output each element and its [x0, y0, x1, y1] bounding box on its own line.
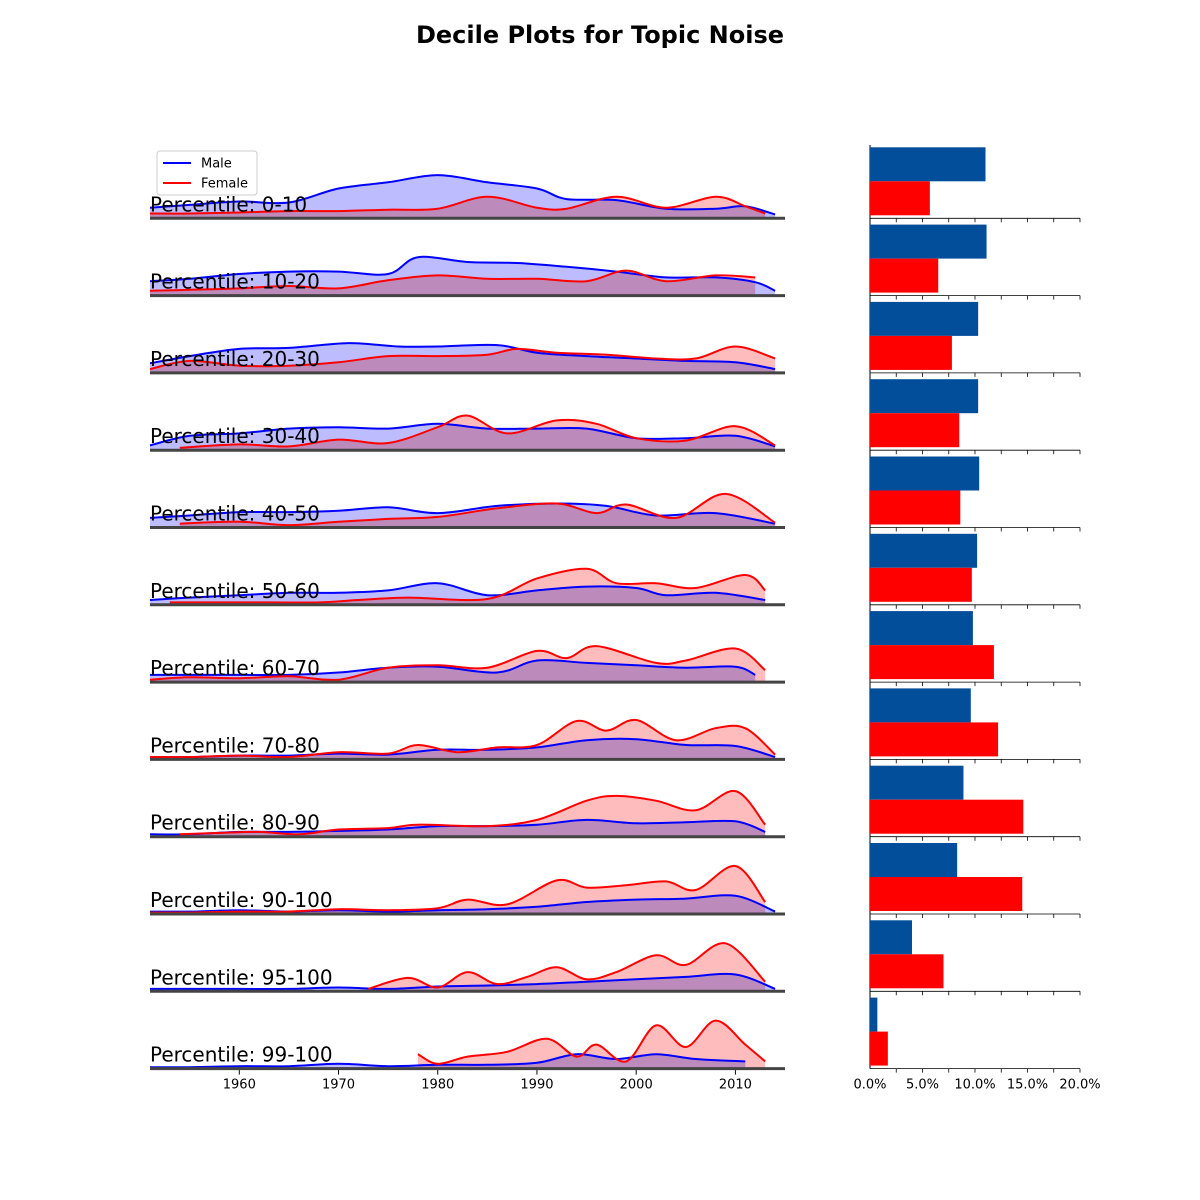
panel-label: Percentile: 10-20 [150, 270, 320, 294]
x-tick-label: 1970 [322, 1078, 355, 1093]
bar-male [870, 920, 912, 955]
line-female [169, 567, 766, 604]
area-female [179, 415, 776, 451]
line-female [179, 414, 776, 449]
area-female [368, 943, 766, 992]
x-tick-label: 2010 [719, 1078, 752, 1093]
bar-female [870, 335, 952, 370]
ridge-panel: Percentile: 50-60 [149, 567, 785, 607]
area-female [169, 568, 766, 605]
line-female [149, 345, 776, 371]
bar-female [870, 877, 1023, 911]
bar-x-tick-label: 15.0% [1007, 1078, 1048, 1093]
line-female [368, 942, 766, 990]
legend-male-label: Male [201, 157, 232, 172]
bar-male [870, 611, 973, 646]
x-tick-label: 1990 [520, 1078, 553, 1093]
panel-label: Percentile: 70-80 [150, 733, 320, 757]
bar-female [870, 258, 939, 293]
ridge-panel: Percentile: 30-40 [149, 414, 785, 452]
bar-male [870, 224, 987, 259]
area-female [179, 493, 776, 528]
ridge-x-axis: 1960 1970 1980 1990 2000 2010 [223, 1070, 752, 1093]
bar-female [870, 181, 930, 216]
ridge-panels: Percentile: 0-10 Percentile: 10-20 Percent… [149, 174, 785, 1071]
bar-x-tick-label: 20.0% [1059, 1078, 1100, 1093]
area-female [150, 865, 766, 914]
bar-female [870, 645, 994, 680]
bar-x-tick-label: 10.0% [954, 1078, 995, 1093]
area-female [417, 1020, 766, 1069]
bar-female [870, 722, 999, 757]
bar-female [870, 954, 944, 989]
line-female [149, 718, 776, 759]
bar-female [870, 1031, 888, 1066]
line-female [149, 195, 766, 215]
bar-male [870, 456, 980, 491]
line-female [179, 492, 776, 527]
ridge-panel: Percentile: 40-50 [149, 492, 785, 529]
panel-label: Percentile: 20-30 [150, 347, 320, 371]
area-female [179, 790, 766, 837]
bar-male [870, 765, 964, 800]
bar-male [870, 843, 958, 877]
line-female [149, 269, 756, 292]
panel-label: Percentile: 60-70 [150, 656, 320, 680]
x-tick-label: 1980 [421, 1078, 454, 1093]
panel-label: Percentile: 90-100 [150, 888, 333, 912]
ridge-panel: Percentile: 95-100 [150, 942, 785, 993]
line-male [150, 972, 776, 990]
bar-male [870, 301, 979, 336]
line-female [417, 1019, 766, 1065]
line-female [149, 645, 766, 681]
line-male [150, 659, 756, 677]
line-male [149, 1053, 746, 1069]
line-male [149, 422, 776, 448]
bar-female [870, 799, 1024, 834]
line-female [179, 790, 766, 836]
chart-title: Decile Plots for Topic Noise [416, 21, 784, 49]
line-male [149, 894, 776, 913]
bar-male [870, 533, 978, 568]
panel-label: Percentile: 30-40 [150, 424, 320, 448]
bar-male [870, 147, 986, 182]
ridge-panel: Percentile: 0-10 [149, 174, 785, 220]
area-female [150, 719, 776, 760]
area-female [150, 646, 766, 683]
area-female [150, 346, 776, 373]
bar-male [870, 997, 878, 1032]
ridge-panel: Percentile: 70-80 [149, 718, 785, 761]
legend: Male Female [156, 150, 258, 196]
legend-female-label: Female [201, 177, 248, 192]
bar-male [870, 379, 979, 414]
panel-label: Percentile: 80-90 [150, 811, 320, 835]
bar-x-tick-label: 0.0% [853, 1078, 886, 1093]
bar-male [870, 688, 971, 723]
line-male [149, 582, 766, 601]
bar-female [870, 567, 972, 602]
line-female [149, 864, 767, 914]
x-tick-label: 2000 [620, 1078, 653, 1093]
line-male [149, 342, 776, 371]
bar-female [870, 413, 960, 448]
bar-x-axis: 0.0% 5.0% 10.0% 15.0% 20.0% [853, 1078, 1100, 1093]
x-tick-label: 1960 [223, 1078, 256, 1093]
panel-label: Percentile: 0-10 [150, 192, 307, 216]
area-female [150, 196, 766, 219]
panel-label: Percentile: 40-50 [150, 502, 320, 526]
ridge-panel: Percentile: 99-100 [149, 1019, 785, 1071]
bar-x-tick-label: 5.0% [906, 1078, 939, 1093]
bar-chart [869, 145, 1081, 1073]
ridge-panel: Percentile: 80-90 [149, 790, 785, 839]
panel-label: Percentile: 50-60 [150, 579, 320, 603]
ridge-panel: Percentile: 10-20 [149, 255, 785, 298]
bar-female [870, 490, 961, 525]
ridge-panel: Percentile: 90-100 [149, 864, 785, 916]
ridge-panel: Percentile: 60-70 [149, 645, 785, 684]
panel-label: Percentile: 95-100 [150, 965, 333, 989]
panel-label: Percentile: 99-100 [150, 1043, 333, 1067]
ridge-panel: Percentile: 20-30 [149, 342, 785, 375]
line-male [149, 174, 776, 216]
